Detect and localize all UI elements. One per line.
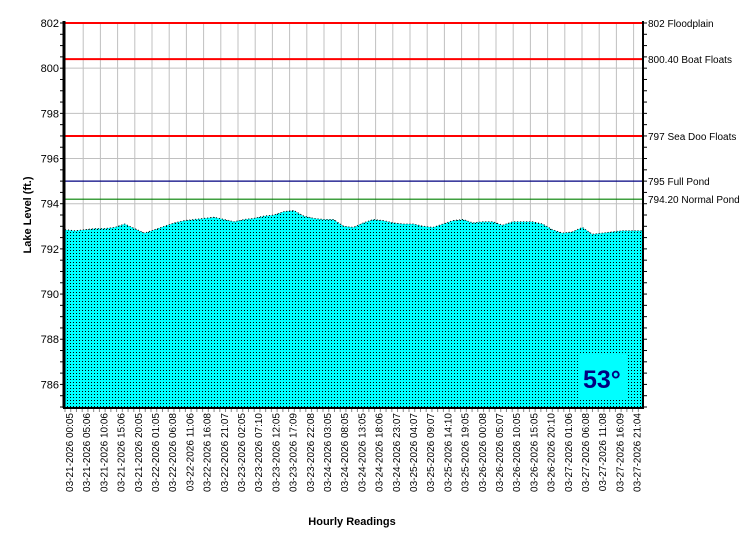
x-tick-label: 03-21-2026 00:05 (65, 413, 76, 492)
series-area (64, 209, 642, 407)
x-tick-label: 03-25-2026 19:05 (461, 413, 472, 492)
x-tick-label: 03-24-2026 08:05 (340, 413, 351, 492)
x-tick-label: 03-24-2026 13:05 (357, 413, 368, 492)
x-tick-label: 03-24-2026 03:05 (323, 413, 334, 492)
y-tick-label: 800 (41, 63, 59, 75)
x-tick-label: 03-26-2026 15:05 (529, 413, 540, 492)
reference-label: 797 Sea Doo Floats (648, 132, 736, 143)
x-tick-label: 03-22-2026 16:08 (203, 413, 214, 492)
x-tick-label: 03-26-2026 00:08 (478, 413, 489, 492)
x-tick-label: 03-26-2026 05:07 (495, 413, 506, 492)
x-tick-label: 03-27-2026 16:09 (615, 413, 626, 492)
x-tick-labels: 03-21-2026 00:05 03-21-2026 05:06 03-21-20… (65, 413, 644, 492)
x-tick-label: 03-27-2026 01:06 (564, 413, 575, 492)
x-tick-label: 03-25-2026 14:10 (443, 413, 454, 492)
y-tick-label: 798 (41, 108, 59, 120)
reference-lines: 802 Floodplain 800.40 Boat Floats 797 Sea … (65, 19, 740, 206)
x-tick-label: 03-23-2026 02:05 (237, 413, 248, 492)
x-tick-label: 03-22-2026 01:05 (151, 413, 162, 492)
temperature-value: 53° (583, 366, 621, 394)
x-tick-label: 03-26-2026 10:05 (512, 413, 523, 492)
y-tick-label: 792 (41, 244, 59, 256)
x-tick-label: 03-21-2026 15:06 (117, 413, 128, 492)
x-tick-label: 03-22-2026 11:06 (185, 413, 196, 492)
reference-label: 802 Floodplain (648, 19, 714, 30)
x-tick-label: 03-27-2026 11:08 (598, 413, 609, 492)
y-tick-label: 802 (41, 18, 59, 30)
x-tick-label: 03-23-2026 07:10 (254, 413, 265, 492)
series-line (64, 209, 642, 235)
x-tick-label: 03-23-2026 17:09 (289, 413, 300, 492)
y-tick-label: 796 (41, 154, 59, 166)
x-tick-label: 03-27-2026 06:08 (581, 413, 592, 492)
reference-label: 795 Full Pond (648, 177, 710, 188)
y-tick-label: 788 (41, 334, 59, 346)
x-tick-label: 03-21-2026 05:06 (82, 413, 93, 492)
x-tick-label: 03-22-2026 06:08 (168, 413, 179, 492)
x-tick-label: 03-25-2026 09:07 (426, 413, 437, 492)
x-tick-label: 03-24-2026 18:06 (375, 413, 386, 492)
x-axis-label: Hourly Readings (308, 516, 395, 528)
x-tick-label: 03-23-2026 12:05 (271, 413, 282, 492)
reference-label: 794.20 Normal Pond (648, 195, 740, 206)
y-tick-label: 790 (41, 289, 59, 301)
x-tick-label: 03-26-2026 20:10 (547, 413, 558, 492)
x-tick-label: 03-21-2026 10:06 (99, 413, 110, 492)
y-tick-label: 786 (41, 379, 59, 391)
y-axis-label: Lake Level (ft.) (22, 176, 34, 253)
temperature-badge (580, 355, 628, 398)
x-tick-label: 03-27-2026 21:04 (633, 413, 644, 492)
y-tick-labels: 786 788 790 792 794 796 798 800 802 (41, 18, 59, 391)
axes (60, 21, 647, 412)
x-tick-label: 03-23-2026 22:08 (306, 413, 317, 492)
x-tick-label: 03-25-2026 04:07 (409, 413, 420, 492)
x-tick-label: 03-24-2026 23:07 (392, 413, 403, 492)
x-tick-label: 03-21-2026 20:05 (134, 413, 145, 492)
x-tick-label: 03-22-2026 21:07 (220, 413, 231, 492)
reference-label: 800.40 Boat Floats (648, 55, 732, 66)
y-tick-label: 794 (41, 199, 59, 211)
series-fill (65, 210, 642, 407)
